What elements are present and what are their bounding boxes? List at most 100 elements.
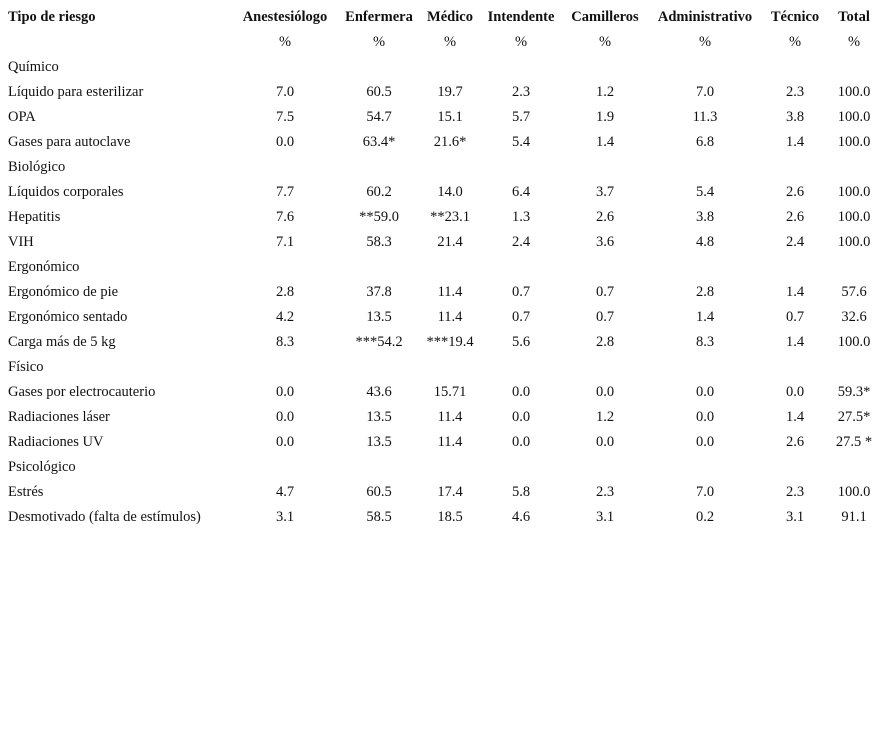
unit-cell: % xyxy=(698,34,712,50)
row-label: Gases por electrocauterio xyxy=(8,384,156,400)
header-cell: Enfermera xyxy=(345,9,413,25)
value-cell: 0.0 xyxy=(595,384,615,400)
value-cell: 15.71 xyxy=(433,384,467,400)
unit-cell: % xyxy=(598,34,612,50)
value-cell: 13.5 xyxy=(366,409,392,425)
header-cell: Intendente xyxy=(487,9,555,25)
value-cell: 63.4* xyxy=(362,134,396,150)
value-cell: 3.1 xyxy=(785,509,805,525)
value-cell: 5.4 xyxy=(511,134,531,150)
row-label: Radiaciones UV xyxy=(8,434,104,450)
value-cell: **23.1 xyxy=(430,209,470,225)
row-label: Ergonómico de pie xyxy=(8,284,119,300)
value-cell: 60.5 xyxy=(366,84,392,100)
header-cell: Técnico xyxy=(770,9,820,25)
header-cell: Administrativo xyxy=(657,9,753,25)
value-cell: 6.8 xyxy=(695,134,715,150)
value-cell: 7.1 xyxy=(275,234,295,250)
value-cell: 1.2 xyxy=(595,409,615,425)
value-cell: 0.7 xyxy=(595,309,615,325)
value-cell: 2.6 xyxy=(595,209,615,225)
value-cell: 60.5 xyxy=(366,484,392,500)
value-cell: 18.5 xyxy=(437,509,463,525)
value-cell: 7.0 xyxy=(695,484,715,500)
value-cell: 0.0 xyxy=(511,384,531,400)
value-cell: 32.6 xyxy=(841,309,867,325)
value-cell: 0.0 xyxy=(695,434,715,450)
row-label: Ergonómico sentado xyxy=(8,309,128,325)
unit-cell: % xyxy=(372,34,386,50)
value-cell: 5.7 xyxy=(511,109,531,125)
value-cell: 3.1 xyxy=(275,509,295,525)
value-cell: 100.0 xyxy=(837,84,871,100)
value-cell: 5.4 xyxy=(695,184,715,200)
value-cell: 21.4 xyxy=(437,234,463,250)
value-cell: 7.5 xyxy=(275,109,295,125)
value-cell: 2.3 xyxy=(785,84,805,100)
value-cell: 60.2 xyxy=(366,184,392,200)
value-cell: 27.5 * xyxy=(835,434,873,450)
section-label: Ergonómico xyxy=(8,259,80,275)
value-cell: 0.0 xyxy=(275,409,295,425)
value-cell: 1.4 xyxy=(595,134,615,150)
value-cell: 3.6 xyxy=(595,234,615,250)
value-cell: 0.7 xyxy=(785,309,805,325)
value-cell: 1.3 xyxy=(511,209,531,225)
header-cell: Total xyxy=(838,9,870,25)
value-cell: 8.3 xyxy=(275,334,295,350)
value-cell: 3.1 xyxy=(595,509,615,525)
row-label: Hepatitis xyxy=(8,209,61,225)
value-cell: 27.5* xyxy=(837,409,871,425)
value-cell: 57.6 xyxy=(841,284,867,300)
value-cell: 1.4 xyxy=(785,334,805,350)
value-cell: 11.4 xyxy=(437,409,463,425)
value-cell: 3.8 xyxy=(695,209,715,225)
value-cell: 100.0 xyxy=(837,109,871,125)
value-cell: 0.7 xyxy=(595,284,615,300)
row-label: Líquidos corporales xyxy=(8,184,124,200)
value-cell: 0.0 xyxy=(511,409,531,425)
value-cell: 5.6 xyxy=(511,334,531,350)
value-cell: 13.5 xyxy=(366,309,392,325)
value-cell: 15.1 xyxy=(437,109,463,125)
value-cell: 14.0 xyxy=(437,184,463,200)
value-cell: 2.3 xyxy=(785,484,805,500)
value-cell: 11.4 xyxy=(437,284,463,300)
value-cell: 0.7 xyxy=(511,309,531,325)
row-label: VIH xyxy=(8,234,34,250)
value-cell: 0.0 xyxy=(785,384,805,400)
value-cell: 0.0 xyxy=(275,384,295,400)
header-cell: Anestesiólogo xyxy=(242,9,328,25)
value-cell: 0.7 xyxy=(511,284,531,300)
value-cell: 100.0 xyxy=(837,484,871,500)
value-cell: 7.6 xyxy=(275,209,295,225)
value-cell: 2.8 xyxy=(595,334,615,350)
value-cell: 2.3 xyxy=(595,484,615,500)
row-label: Carga más de 5 kg xyxy=(8,334,116,350)
value-cell: 100.0 xyxy=(837,134,871,150)
value-cell: 1.4 xyxy=(785,134,805,150)
value-cell: 0.0 xyxy=(275,434,295,450)
value-cell: 2.3 xyxy=(511,84,531,100)
value-cell: 54.7 xyxy=(366,109,392,125)
value-cell: 0.0 xyxy=(595,434,615,450)
value-cell: ***54.2 xyxy=(355,334,403,350)
value-cell: 2.6 xyxy=(785,434,805,450)
value-cell: 58.3 xyxy=(366,234,392,250)
value-cell: 3.7 xyxy=(595,184,615,200)
value-cell: 37.8 xyxy=(366,284,392,300)
value-cell: 21.6* xyxy=(433,134,467,150)
value-cell: ***19.4 xyxy=(426,334,474,350)
value-cell: 7.7 xyxy=(275,184,295,200)
value-cell: **59.0 xyxy=(359,209,399,225)
value-cell: 11.4 xyxy=(437,434,463,450)
value-cell: 6.4 xyxy=(511,184,531,200)
value-cell: 13.5 xyxy=(366,434,392,450)
row-label: Radiaciones láser xyxy=(8,409,110,425)
value-cell: 4.7 xyxy=(275,484,295,500)
value-cell: 58.5 xyxy=(366,509,392,525)
value-cell: 59.3* xyxy=(837,384,871,400)
section-label: Psicológico xyxy=(8,459,76,475)
header-cell: Tipo de riesgo xyxy=(8,9,96,25)
